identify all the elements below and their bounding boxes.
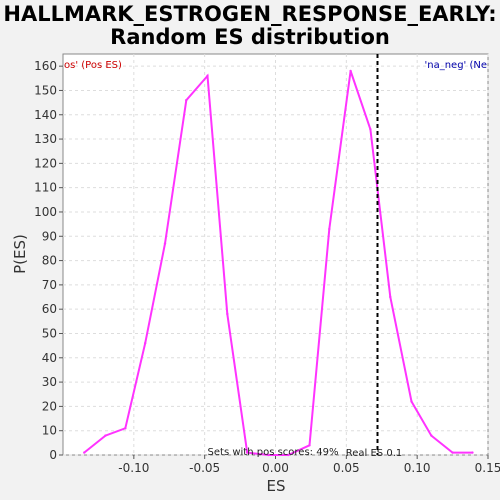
y-tick-label: 0 — [49, 448, 57, 462]
es-point — [104, 434, 107, 437]
es-point — [287, 453, 290, 457]
y-tick-label: 140 — [34, 108, 57, 122]
es-point — [185, 98, 188, 102]
es-point — [267, 453, 270, 457]
legend-left: os' (Pos ES) — [64, 60, 122, 71]
es-point — [389, 295, 392, 299]
x-tick-label: -0.05 — [189, 461, 220, 475]
legend-right: 'na_neg' (Ne — [424, 60, 487, 71]
y-tick-label: 130 — [34, 132, 57, 146]
y-tick-label: 20 — [42, 399, 57, 413]
es-point — [245, 451, 249, 454]
y-tick-label: 40 — [42, 351, 57, 365]
y-tick-label: 110 — [34, 181, 57, 195]
y-tick-label: 30 — [42, 375, 57, 389]
es-point — [206, 74, 209, 78]
es-point — [369, 128, 372, 131]
chart-subtitle: Random ES distribution — [110, 25, 390, 49]
x-axis-label: ES — [267, 477, 286, 495]
es-point — [143, 342, 147, 345]
grid — [63, 54, 489, 456]
es-point — [430, 434, 433, 437]
x-tick-label: 0.15 — [475, 461, 500, 475]
y-axis-label: P(ES) — [11, 234, 29, 274]
y-tick-label: 10 — [42, 424, 57, 438]
es-point — [226, 312, 229, 316]
y-tick-label: 150 — [34, 83, 57, 97]
x-tick-label: 0.00 — [262, 461, 289, 475]
y-tick-label: 120 — [34, 156, 57, 170]
es-distribution-line — [83, 70, 473, 456]
es-point — [349, 69, 352, 73]
y-tick-label: 80 — [42, 254, 57, 268]
es-point — [451, 451, 454, 454]
real-es-label: Real ES 0.1 — [346, 448, 402, 459]
x-tick-label: 0.05 — [333, 461, 360, 475]
y-tick-label: 160 — [34, 59, 57, 73]
y-tick-label: 50 — [42, 326, 57, 340]
es-point — [163, 242, 167, 245]
pos-scores-annotation: Sets with pos scores: 49% — [208, 447, 339, 458]
es-point — [410, 400, 413, 403]
x-tick-label: -0.10 — [118, 461, 149, 475]
y-tick-label: 60 — [42, 302, 57, 316]
x-tick-label: 0.10 — [404, 461, 431, 475]
axis-ticks: 0 10 20 30 40 50 60 70 80 90 100 110 120 130 140 150 160… — [34, 59, 500, 475]
y-tick-label: 100 — [34, 205, 57, 219]
chart-title: HALLMARK_ESTROGEN_RESPONSE_EARLY: — [3, 2, 496, 26]
es-point — [471, 451, 474, 454]
es-point — [308, 444, 311, 447]
series-layer — [83, 69, 474, 457]
y-tick-label: 90 — [42, 229, 57, 243]
es-point — [328, 227, 331, 231]
es-point — [83, 451, 86, 454]
es-point — [124, 427, 127, 430]
y-tick-label: 70 — [42, 278, 57, 292]
